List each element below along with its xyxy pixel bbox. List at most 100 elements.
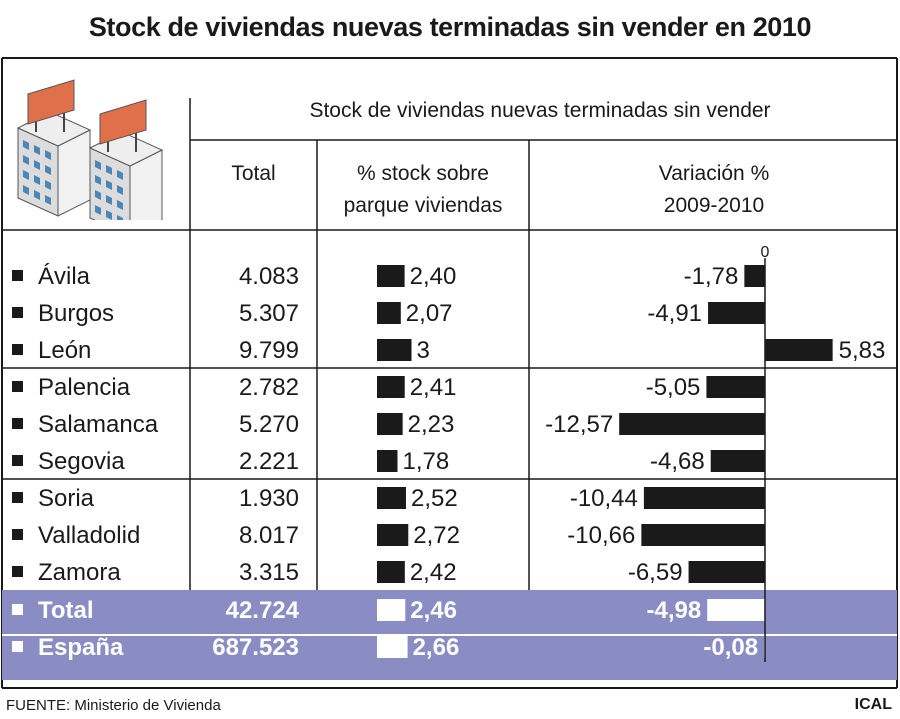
- row-bullet: [12, 455, 23, 466]
- chart-title: Stock de viviendas nuevas terminadas sin…: [88, 12, 812, 42]
- building-window: [45, 165, 51, 175]
- row-name: Burgos: [38, 300, 114, 327]
- building-window: [34, 145, 40, 155]
- billboard: [99, 99, 147, 145]
- billboard: [27, 79, 75, 125]
- summary-row-bullet: [12, 641, 23, 652]
- row-name: Palencia: [38, 374, 131, 401]
- summary-row-var-label: -4,98: [647, 597, 702, 624]
- building-window: [117, 200, 123, 210]
- building-window: [95, 160, 101, 170]
- row-var-bar: [641, 524, 765, 546]
- header-group-label: Stock de viviendas nuevas terminadas sin…: [309, 99, 771, 122]
- summary-row-pct-label: 2,46: [410, 597, 457, 624]
- row-total: 2.782: [239, 374, 299, 401]
- row-pct-label: 2,40: [410, 263, 457, 290]
- row-total: 5.307: [239, 300, 299, 327]
- row-total: 9.799: [239, 337, 299, 364]
- row-var-label: -1,78: [684, 263, 739, 290]
- building-window: [106, 210, 112, 220]
- summary-row-pct-bar: [377, 599, 406, 621]
- building-window: [95, 175, 101, 185]
- row-var-label: -10,44: [570, 485, 638, 512]
- row-pct-bar: [377, 302, 401, 324]
- row-pct-bar: [377, 524, 409, 546]
- row-bullet: [12, 492, 23, 503]
- row-pct-bar: [377, 265, 405, 287]
- row-var-label: -6,59: [628, 559, 683, 586]
- row-name: Segovia: [38, 448, 125, 475]
- row-var-label: -5,05: [646, 374, 701, 401]
- row-total: 8.017: [239, 522, 299, 549]
- header-var-line2: 2009-2010: [663, 194, 765, 217]
- row-var-label: -10,66: [567, 522, 635, 549]
- row-pct-bar: [377, 561, 405, 583]
- row-var-bar: [765, 339, 833, 361]
- row-total: 5.270: [239, 411, 299, 438]
- summary-row-total: 42.724: [226, 597, 300, 624]
- summary-row-var-label: -0,08: [703, 634, 758, 661]
- header-pct-line2: parque viviendas: [343, 194, 503, 217]
- row-var-bar: [710, 450, 765, 472]
- row-name: León: [38, 337, 91, 364]
- building-window: [95, 205, 101, 215]
- source-note: FUENTE: Ministerio de Vivienda: [6, 697, 221, 714]
- header-total: Total: [231, 162, 276, 185]
- row-pct-bar: [377, 487, 406, 509]
- row-var-bar: [619, 413, 765, 435]
- row-bullet: [12, 566, 23, 577]
- row-bullet: [12, 529, 23, 540]
- row-name: Soria: [38, 485, 95, 512]
- building-window: [23, 185, 29, 195]
- building-window: [45, 150, 51, 160]
- row-total: 3.315: [239, 559, 299, 586]
- row-var-label: 5,83: [839, 337, 886, 364]
- header-pct-line1: % stock sobre: [357, 162, 489, 185]
- row-bullet: [12, 418, 23, 429]
- building-icon: [16, 79, 164, 220]
- row-pct-label: 2,42: [410, 559, 457, 586]
- building-window: [106, 195, 112, 205]
- row-var-bar: [688, 561, 765, 583]
- building-window: [106, 165, 112, 175]
- row-var-bar: [744, 265, 765, 287]
- summary-row-pct-bar: [377, 636, 408, 658]
- row-name: Salamanca: [38, 411, 159, 438]
- row-var-bar: [643, 487, 765, 509]
- row-pct-label: 2,41: [410, 374, 457, 401]
- building-window: [45, 195, 51, 205]
- building-window: [95, 190, 101, 200]
- row-var-label: -12,57: [545, 411, 613, 438]
- summary-row-name: España: [38, 634, 124, 661]
- header-var-line1: Variación %: [658, 162, 770, 185]
- building-2: [88, 99, 164, 220]
- building-1: [16, 79, 92, 217]
- row-var-label: -4,68: [650, 448, 705, 475]
- credit-label: ICAL: [854, 696, 892, 713]
- row-name: Valladolid: [38, 522, 140, 549]
- row-bullet: [12, 344, 23, 355]
- row-name: Zamora: [38, 559, 121, 586]
- row-pct-label: 3: [417, 337, 430, 364]
- variation-zero-label: 0: [761, 244, 770, 261]
- row-pct-bar: [377, 376, 405, 398]
- building-window: [34, 160, 40, 170]
- row-total: 4.083: [239, 263, 299, 290]
- building-window: [34, 175, 40, 185]
- row-bullet: [12, 270, 23, 281]
- row-var-bar: [706, 376, 765, 398]
- row-pct-bar: [377, 450, 398, 472]
- summary-row-var-bar: [707, 599, 765, 621]
- row-total: 1.930: [239, 485, 299, 512]
- row-total: 2.221: [239, 448, 299, 475]
- row-bullet: [12, 381, 23, 392]
- summary-row-bullet: [12, 604, 23, 615]
- building-window: [117, 215, 123, 220]
- building-window: [23, 155, 29, 165]
- summary-row-total: 687.523: [212, 634, 299, 661]
- summary-row-name: Total: [38, 597, 94, 624]
- row-pct-label: 2,23: [408, 411, 455, 438]
- building-window: [23, 170, 29, 180]
